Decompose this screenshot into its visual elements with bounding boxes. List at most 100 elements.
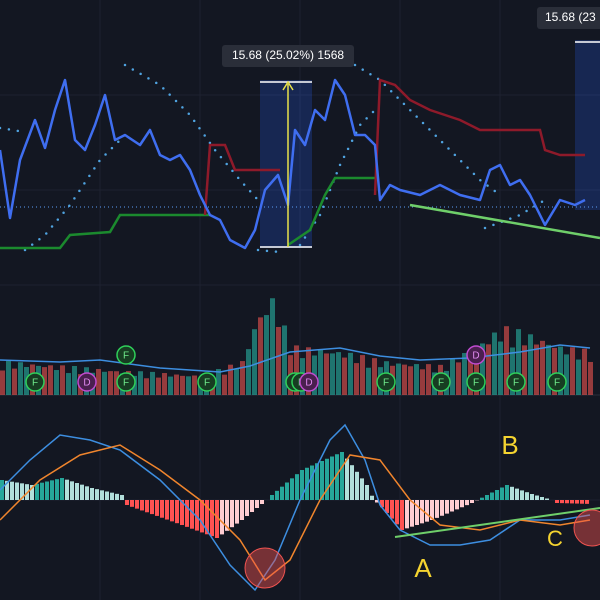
volume-bar	[492, 332, 497, 395]
histogram-bar	[305, 467, 309, 500]
histogram-bar	[160, 500, 164, 518]
histogram-bar	[340, 452, 344, 500]
histogram-bar	[220, 500, 224, 535]
trend-line	[394, 507, 600, 538]
histogram-bar	[580, 500, 584, 504]
histogram-bar	[280, 486, 284, 500]
volume-bar	[408, 366, 413, 395]
histogram-bar	[190, 500, 194, 529]
histogram-bar	[30, 485, 34, 500]
volume-bar	[276, 327, 281, 395]
volume-bar	[270, 298, 275, 395]
histogram-bar	[515, 488, 519, 500]
annotation: C	[547, 526, 563, 551]
volume-bar	[474, 348, 479, 395]
histogram-bar	[495, 490, 499, 500]
histogram-bar	[410, 500, 414, 527]
event-label: F	[123, 351, 129, 362]
histogram-bar	[70, 481, 74, 500]
histogram-bar	[175, 500, 179, 524]
volume-bar	[414, 364, 419, 395]
tooltip-box	[222, 45, 354, 67]
histogram-bar	[370, 495, 374, 500]
event-marker	[466, 345, 486, 365]
histogram-bar	[405, 500, 409, 529]
event-marker	[506, 372, 526, 392]
volume-bar	[582, 348, 587, 395]
histogram-bar	[395, 500, 399, 525]
event-label: F	[473, 378, 479, 389]
volume-bar	[420, 369, 425, 395]
volume-bar	[54, 370, 59, 395]
histogram-bar	[535, 495, 539, 500]
volume-bar	[426, 364, 431, 395]
histogram-bar	[485, 495, 489, 500]
volume-bar	[144, 378, 149, 395]
tooltip-box	[537, 7, 600, 29]
volume-bar	[546, 344, 551, 395]
histogram-bar	[565, 500, 569, 504]
histogram-bar	[130, 500, 134, 507]
volume-bar	[216, 369, 221, 395]
histogram-bar	[315, 463, 319, 500]
histogram-bar	[375, 500, 379, 503]
volume-bar	[522, 345, 527, 395]
histogram-bar	[425, 500, 429, 522]
event-label: D	[305, 378, 312, 389]
volume-bar	[510, 347, 515, 395]
histogram-bar	[460, 500, 464, 508]
histogram-bar	[205, 500, 209, 535]
highlight-circle	[244, 547, 286, 589]
histogram-bar	[285, 482, 289, 500]
histogram-bar	[430, 500, 434, 520]
volume-bar	[264, 315, 269, 395]
volume-bar	[528, 334, 533, 395]
histogram-bar	[465, 500, 469, 506]
volume-bar	[348, 352, 353, 395]
histogram-bar	[470, 500, 474, 503]
volume-bar	[336, 352, 341, 395]
volume-bar	[240, 361, 245, 395]
volume-bar	[18, 362, 23, 395]
histogram-bar	[155, 500, 159, 516]
volume-bar	[462, 353, 467, 395]
event-label: F	[513, 378, 519, 389]
event-marker	[116, 345, 136, 365]
volume-bar	[456, 362, 461, 395]
histogram-bar	[455, 500, 459, 510]
support-line	[287, 176, 375, 247]
volume-bar	[150, 371, 155, 395]
volume-bar	[306, 347, 311, 395]
histogram-bar	[180, 500, 184, 525]
volume-bar	[168, 376, 173, 395]
histogram-bar	[560, 500, 564, 504]
volume-bar	[228, 364, 233, 395]
event-label: F	[123, 378, 129, 389]
volume-bar	[558, 346, 563, 395]
signal-line	[0, 444, 591, 582]
volume-bar	[282, 325, 287, 395]
event-label: F	[383, 378, 389, 389]
histogram-bar	[290, 478, 294, 500]
histogram-bar	[145, 500, 149, 513]
volume-bar	[450, 359, 455, 395]
volume-bar	[576, 359, 581, 395]
volume-bar	[570, 347, 575, 395]
histogram-bar	[135, 500, 139, 509]
histogram-bar	[450, 500, 454, 512]
volume-bar	[156, 377, 161, 395]
histogram-bar	[320, 461, 324, 500]
event-label: F	[32, 378, 38, 389]
histogram-bar	[55, 479, 59, 500]
histogram-bar	[385, 500, 389, 513]
volume-bar	[102, 371, 107, 395]
histogram-bar	[65, 479, 69, 500]
volume-bar	[180, 375, 185, 395]
volume-bars	[0, 298, 593, 395]
event-label: D	[83, 378, 90, 389]
histogram-bar	[490, 492, 494, 500]
volume-bar	[342, 357, 347, 395]
histogram-bar	[270, 495, 274, 500]
event-markers: FDFFFFFDFDFFFDF	[25, 345, 567, 392]
